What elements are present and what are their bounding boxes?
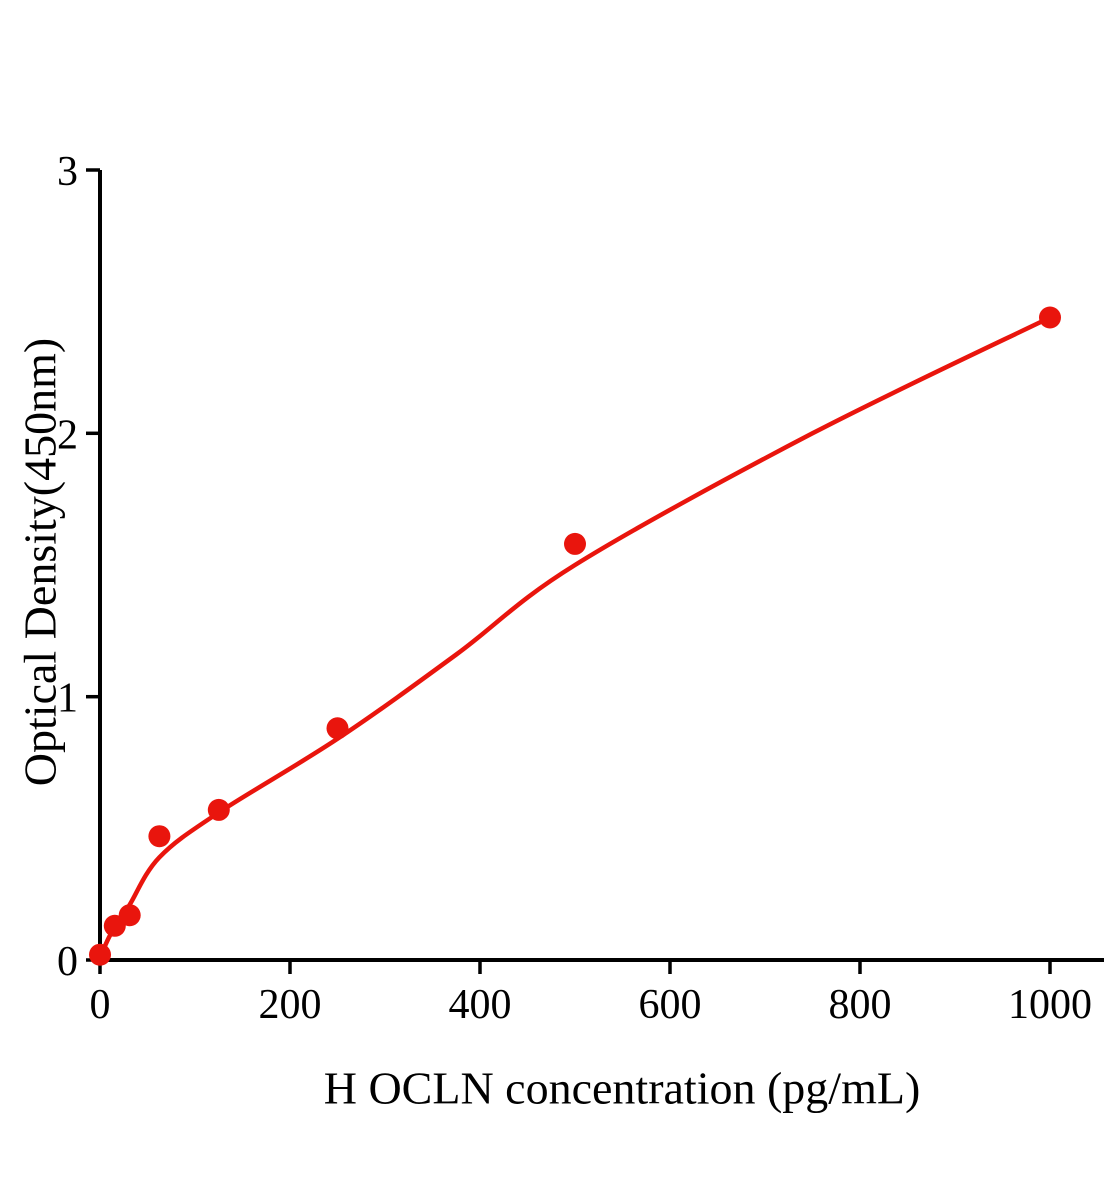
data-point — [207, 798, 230, 821]
y-tick-label: 2 — [57, 412, 78, 458]
data-point — [118, 904, 141, 927]
data-point — [326, 717, 349, 740]
data-point — [564, 532, 586, 555]
y-tick-label: 3 — [57, 149, 78, 195]
axes-spine — [98, 170, 1104, 962]
x-tick-label: 800 — [829, 982, 892, 1028]
x-tick-label: 0 — [90, 982, 111, 1028]
data-point — [89, 943, 111, 966]
x-tick-label: 400 — [449, 982, 512, 1028]
data-point — [148, 825, 171, 848]
x-tick-label: 600 — [639, 982, 702, 1028]
y-tick-label: 0 — [57, 939, 78, 985]
x-axis-title: H OCLN concentration (pg/mL) — [323, 1062, 921, 1114]
x-tick-label: 200 — [259, 982, 322, 1028]
x-tick-label: 1000 — [1008, 982, 1092, 1028]
y-tick-label: 1 — [57, 676, 78, 722]
fit-curve — [97, 315, 1053, 960]
y-axis-title: Optical Density(450nm) — [14, 337, 66, 787]
data-point — [1039, 306, 1061, 329]
